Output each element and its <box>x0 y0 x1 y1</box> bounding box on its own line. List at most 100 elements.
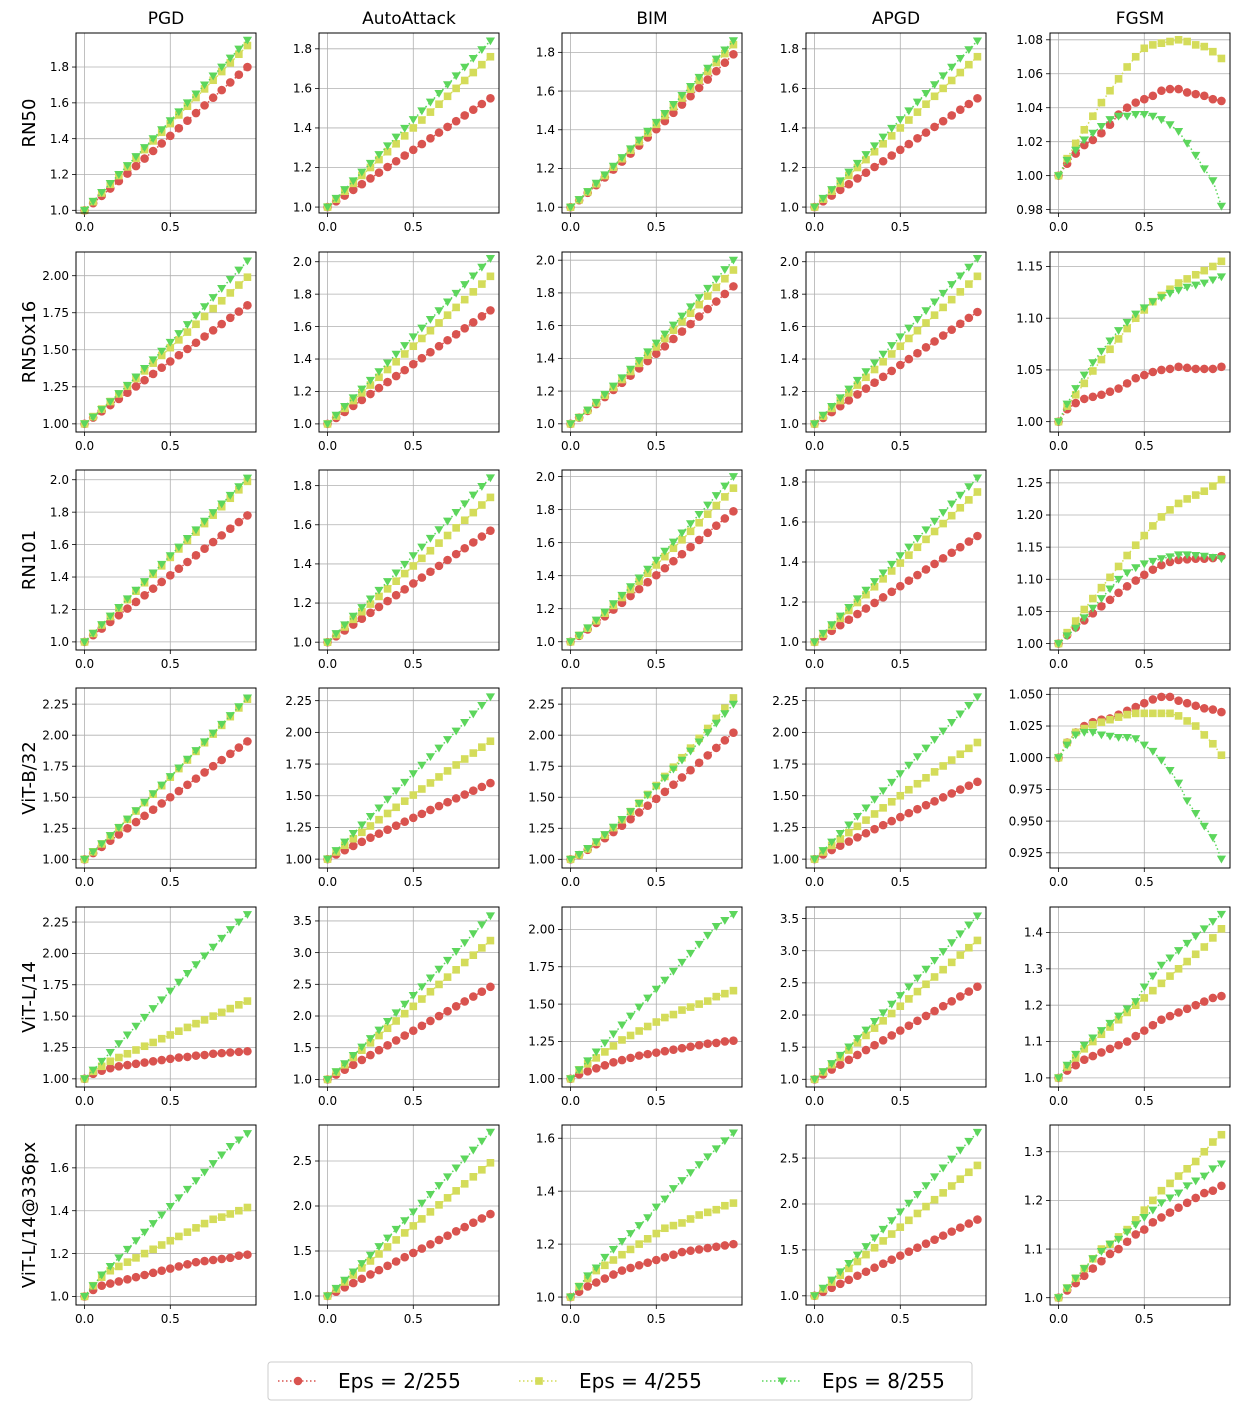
y-tick-label: 2.0 <box>780 1008 799 1022</box>
data-point <box>122 1245 133 1254</box>
legend: Eps = 2/255 Eps = 4/255 Eps = 8/255 <box>267 1361 973 1401</box>
data-point <box>468 105 478 115</box>
data-point <box>669 1045 678 1054</box>
column-title-autoattack: AutoAttack <box>362 9 456 29</box>
data-point <box>392 803 400 812</box>
data-point <box>131 1237 141 1246</box>
y-tick-label: 1.08 <box>1016 33 1043 47</box>
data-point <box>183 557 192 567</box>
data-point <box>703 1208 712 1217</box>
data-point <box>827 186 837 194</box>
data-point <box>668 538 679 547</box>
data-point <box>913 108 922 116</box>
data-point <box>435 1201 443 1209</box>
y-tick-label: 1.3 <box>1024 1145 1043 1159</box>
x-tick-label: 0.0 <box>1049 657 1068 671</box>
data-point <box>879 357 887 366</box>
data-point <box>1131 373 1141 383</box>
data-point <box>703 75 713 84</box>
data-point <box>862 590 870 599</box>
data-point <box>434 341 444 351</box>
y-tick-label: 1.4 <box>536 569 555 583</box>
series-line <box>1057 731 1223 860</box>
data-point <box>1156 116 1167 124</box>
data-point <box>375 155 383 164</box>
data-point <box>1140 709 1149 718</box>
data-point <box>1105 116 1115 124</box>
data-point <box>1079 728 1089 737</box>
data-point <box>1096 347 1107 356</box>
data-point <box>694 83 704 93</box>
data-point <box>469 1173 478 1181</box>
data-point <box>661 1224 669 1233</box>
data-point <box>1071 1274 1081 1283</box>
data-point <box>105 1049 115 1057</box>
data-point <box>442 956 453 965</box>
y-tick-label: 1.2 <box>780 595 799 609</box>
series-line <box>327 1162 491 1297</box>
y-tick-label: 1.25 <box>285 821 312 835</box>
data-point <box>434 965 444 974</box>
data-point <box>225 54 235 63</box>
y-tick-label: 1.2 <box>536 162 555 176</box>
data-point <box>651 556 661 565</box>
data-point <box>400 1000 410 1009</box>
y-tick-label: 1.8 <box>780 287 799 301</box>
data-point <box>97 1281 107 1291</box>
data-point <box>243 737 252 746</box>
data-point <box>322 638 333 647</box>
y-tick-label: 1.10 <box>1016 572 1043 586</box>
data-point <box>392 1017 400 1025</box>
data-point <box>844 1275 854 1285</box>
data-point <box>460 755 469 763</box>
data-point <box>208 93 218 103</box>
data-point <box>1071 1060 1081 1070</box>
data-point <box>895 1251 905 1261</box>
y-tick-label: 1.25 <box>42 1041 69 1055</box>
data-point <box>878 1259 888 1269</box>
data-point <box>869 1018 880 1026</box>
data-point <box>1071 1050 1081 1059</box>
series-eps4 <box>323 493 495 646</box>
data-point <box>148 369 158 379</box>
data-point <box>896 124 905 132</box>
y-tick-label: 1.2 <box>536 602 555 616</box>
data-point <box>157 139 167 148</box>
data-point <box>443 122 452 132</box>
data-point <box>879 1237 887 1245</box>
column-titles: PGD AutoAttack BIM APGD FGSM <box>148 9 1164 29</box>
data-point <box>417 983 427 992</box>
data-point <box>574 1283 584 1291</box>
data-point <box>443 92 452 101</box>
data-point <box>956 951 965 959</box>
data-point <box>157 1034 166 1043</box>
data-point <box>947 76 956 85</box>
data-point <box>947 295 956 304</box>
data-point <box>1114 1040 1123 1050</box>
data-point <box>1182 551 1192 560</box>
y-tick-label: 2.0 <box>50 473 69 487</box>
data-point <box>1173 551 1184 560</box>
data-point <box>417 543 427 552</box>
data-point <box>643 348 653 357</box>
series-eps4 <box>323 272 495 428</box>
y-tick-label: 2.00 <box>42 728 69 742</box>
data-point <box>660 976 670 985</box>
data-point <box>322 1075 333 1084</box>
data-point <box>711 1242 721 1252</box>
data-point <box>835 1051 845 1060</box>
data-point <box>383 1024 392 1033</box>
data-point <box>1208 276 1218 285</box>
panel-rn101-pgd: 0.0 0.51.01.21.41.61.82.0 <box>50 469 257 671</box>
data-point <box>383 377 392 387</box>
data-point <box>922 1202 930 1211</box>
y-tick-label: 1.6 <box>50 96 69 110</box>
data-point <box>408 359 418 369</box>
data-point <box>486 493 495 502</box>
y-tick-label: 3.5 <box>780 912 799 926</box>
y-tick-label: 1.0 <box>50 635 69 649</box>
axes-frame <box>561 687 743 869</box>
panel-rn50-apgd: 0.0 0.51.01.21.41.61.8 <box>780 32 987 234</box>
data-point <box>105 1262 115 1271</box>
data-point <box>720 916 730 925</box>
